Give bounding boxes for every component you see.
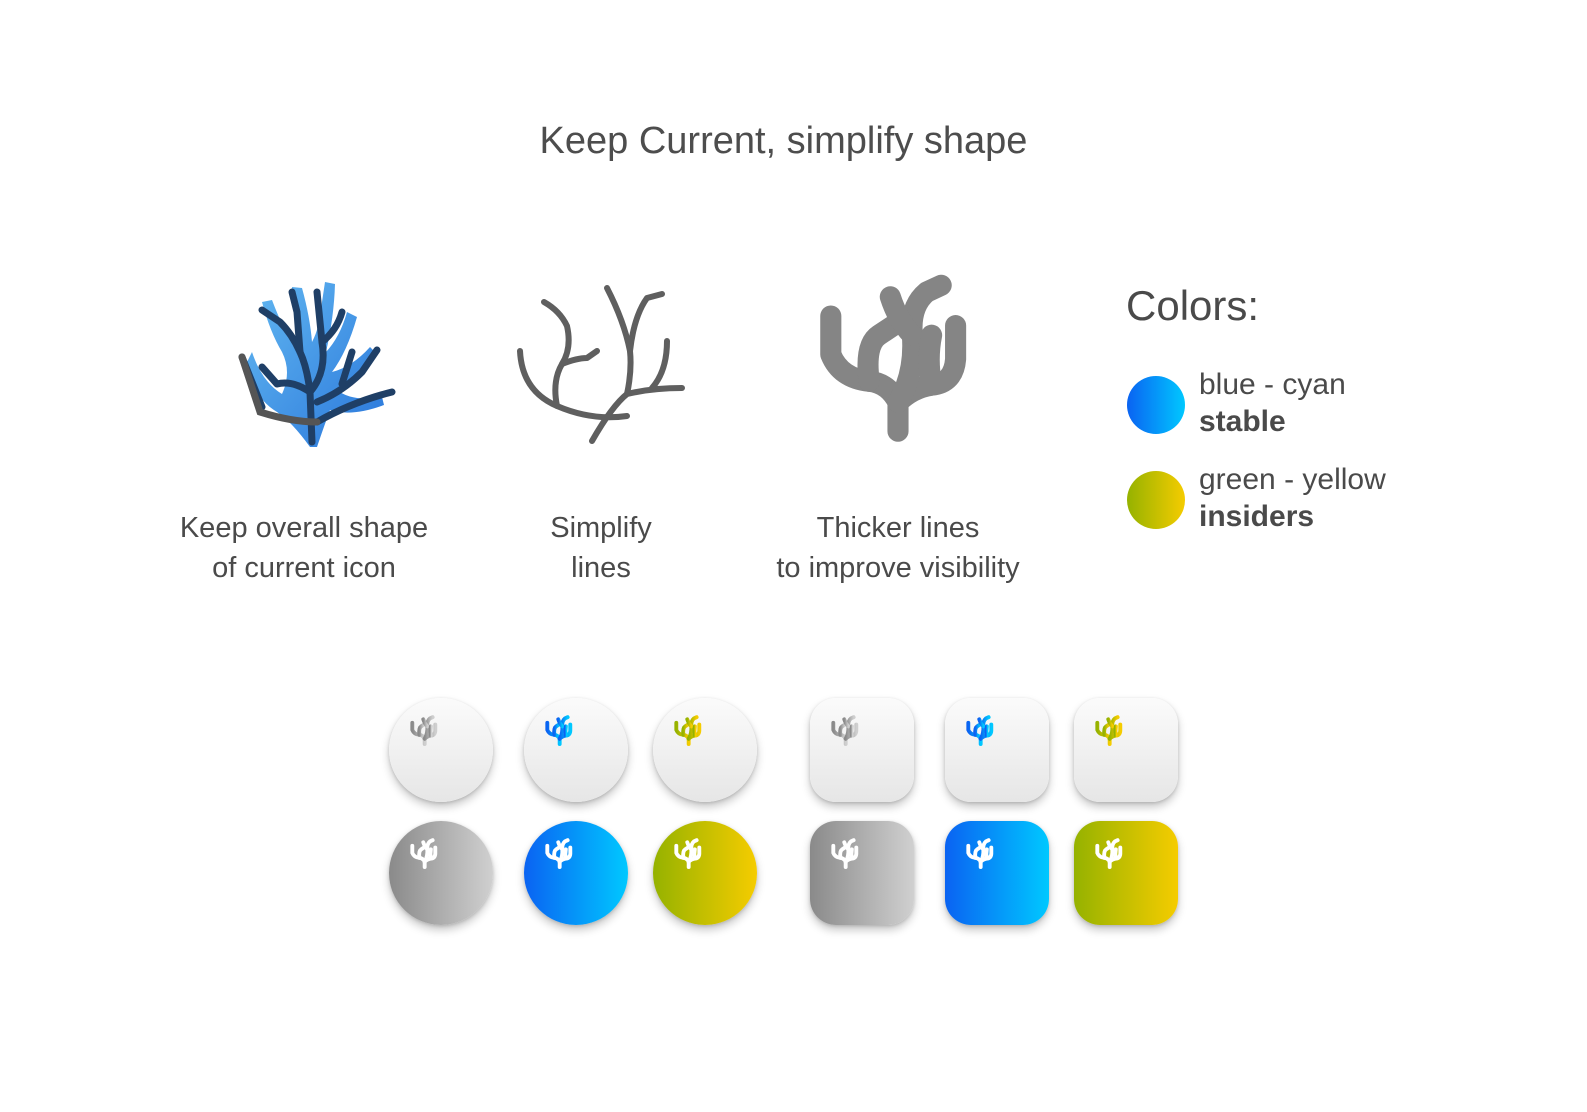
app-icon-round-dark-gray xyxy=(389,821,493,925)
stage-caption-2: Simplify lines xyxy=(550,512,652,584)
app-icon-square-dark-green xyxy=(1074,821,1178,925)
stage-caption-1: Keep overall shape of current icon xyxy=(179,512,429,584)
app-icon-round-light-gray xyxy=(389,698,493,802)
app-icon-square-light-gray xyxy=(810,698,914,802)
app-icon-square-dark-gray xyxy=(810,821,914,925)
app-icon-square-light-blue xyxy=(945,698,1049,802)
swatch-blue-cyan xyxy=(1127,376,1185,434)
colors-heading: Colors: xyxy=(1126,282,1260,329)
page-title: Keep Current, simplify shape xyxy=(539,120,1028,162)
app-icon-round-dark-blue xyxy=(524,821,628,925)
coral-thick-icon xyxy=(802,268,994,460)
app-icon-round-light-blue xyxy=(524,698,628,802)
swatch-green-yellow xyxy=(1127,471,1185,529)
app-icon-round-dark-green xyxy=(653,821,757,925)
stage-caption-3: Thicker lines to improve visibility xyxy=(776,512,1020,584)
coral-original-icon xyxy=(238,282,396,447)
app-icon-square-dark-blue xyxy=(945,821,1049,925)
swatch-label-stable: blue - cyan stable xyxy=(1199,368,1346,438)
app-icon-square-light-green xyxy=(1074,698,1178,802)
coral-outline-icon xyxy=(517,285,685,444)
app-icon-round-light-green xyxy=(653,698,757,802)
swatch-label-insiders: green - yellow insiders xyxy=(1199,463,1386,533)
